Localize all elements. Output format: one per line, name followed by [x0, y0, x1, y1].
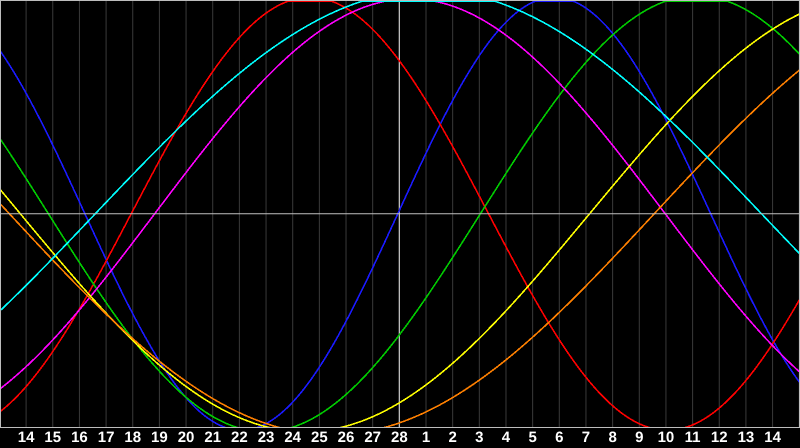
- svg-text:14: 14: [18, 429, 35, 446]
- svg-text:22: 22: [231, 429, 248, 446]
- svg-text:15: 15: [44, 429, 61, 446]
- svg-text:17: 17: [98, 429, 115, 446]
- svg-text:23: 23: [258, 429, 275, 446]
- svg-text:10: 10: [658, 429, 675, 446]
- svg-text:9: 9: [635, 429, 643, 446]
- svg-text:2: 2: [448, 429, 456, 446]
- svg-text:20: 20: [178, 429, 195, 446]
- svg-text:1: 1: [422, 429, 430, 446]
- svg-text:28: 28: [391, 429, 408, 446]
- svg-text:7: 7: [582, 429, 590, 446]
- svg-text:16: 16: [71, 429, 88, 446]
- svg-text:14: 14: [764, 429, 781, 446]
- svg-text:27: 27: [364, 429, 381, 446]
- svg-text:3: 3: [475, 429, 483, 446]
- svg-text:11: 11: [685, 429, 701, 446]
- svg-text:13: 13: [738, 429, 755, 446]
- svg-text:21: 21: [204, 429, 221, 446]
- svg-text:19: 19: [151, 429, 168, 446]
- svg-text:25: 25: [311, 429, 328, 446]
- svg-text:12: 12: [711, 429, 728, 446]
- svg-text:5: 5: [528, 429, 536, 446]
- svg-text:4: 4: [502, 429, 511, 446]
- svg-text:24: 24: [284, 429, 301, 446]
- svg-text:18: 18: [124, 429, 141, 446]
- svg-text:8: 8: [608, 429, 616, 446]
- svg-text:26: 26: [338, 429, 355, 446]
- svg-text:6: 6: [555, 429, 563, 446]
